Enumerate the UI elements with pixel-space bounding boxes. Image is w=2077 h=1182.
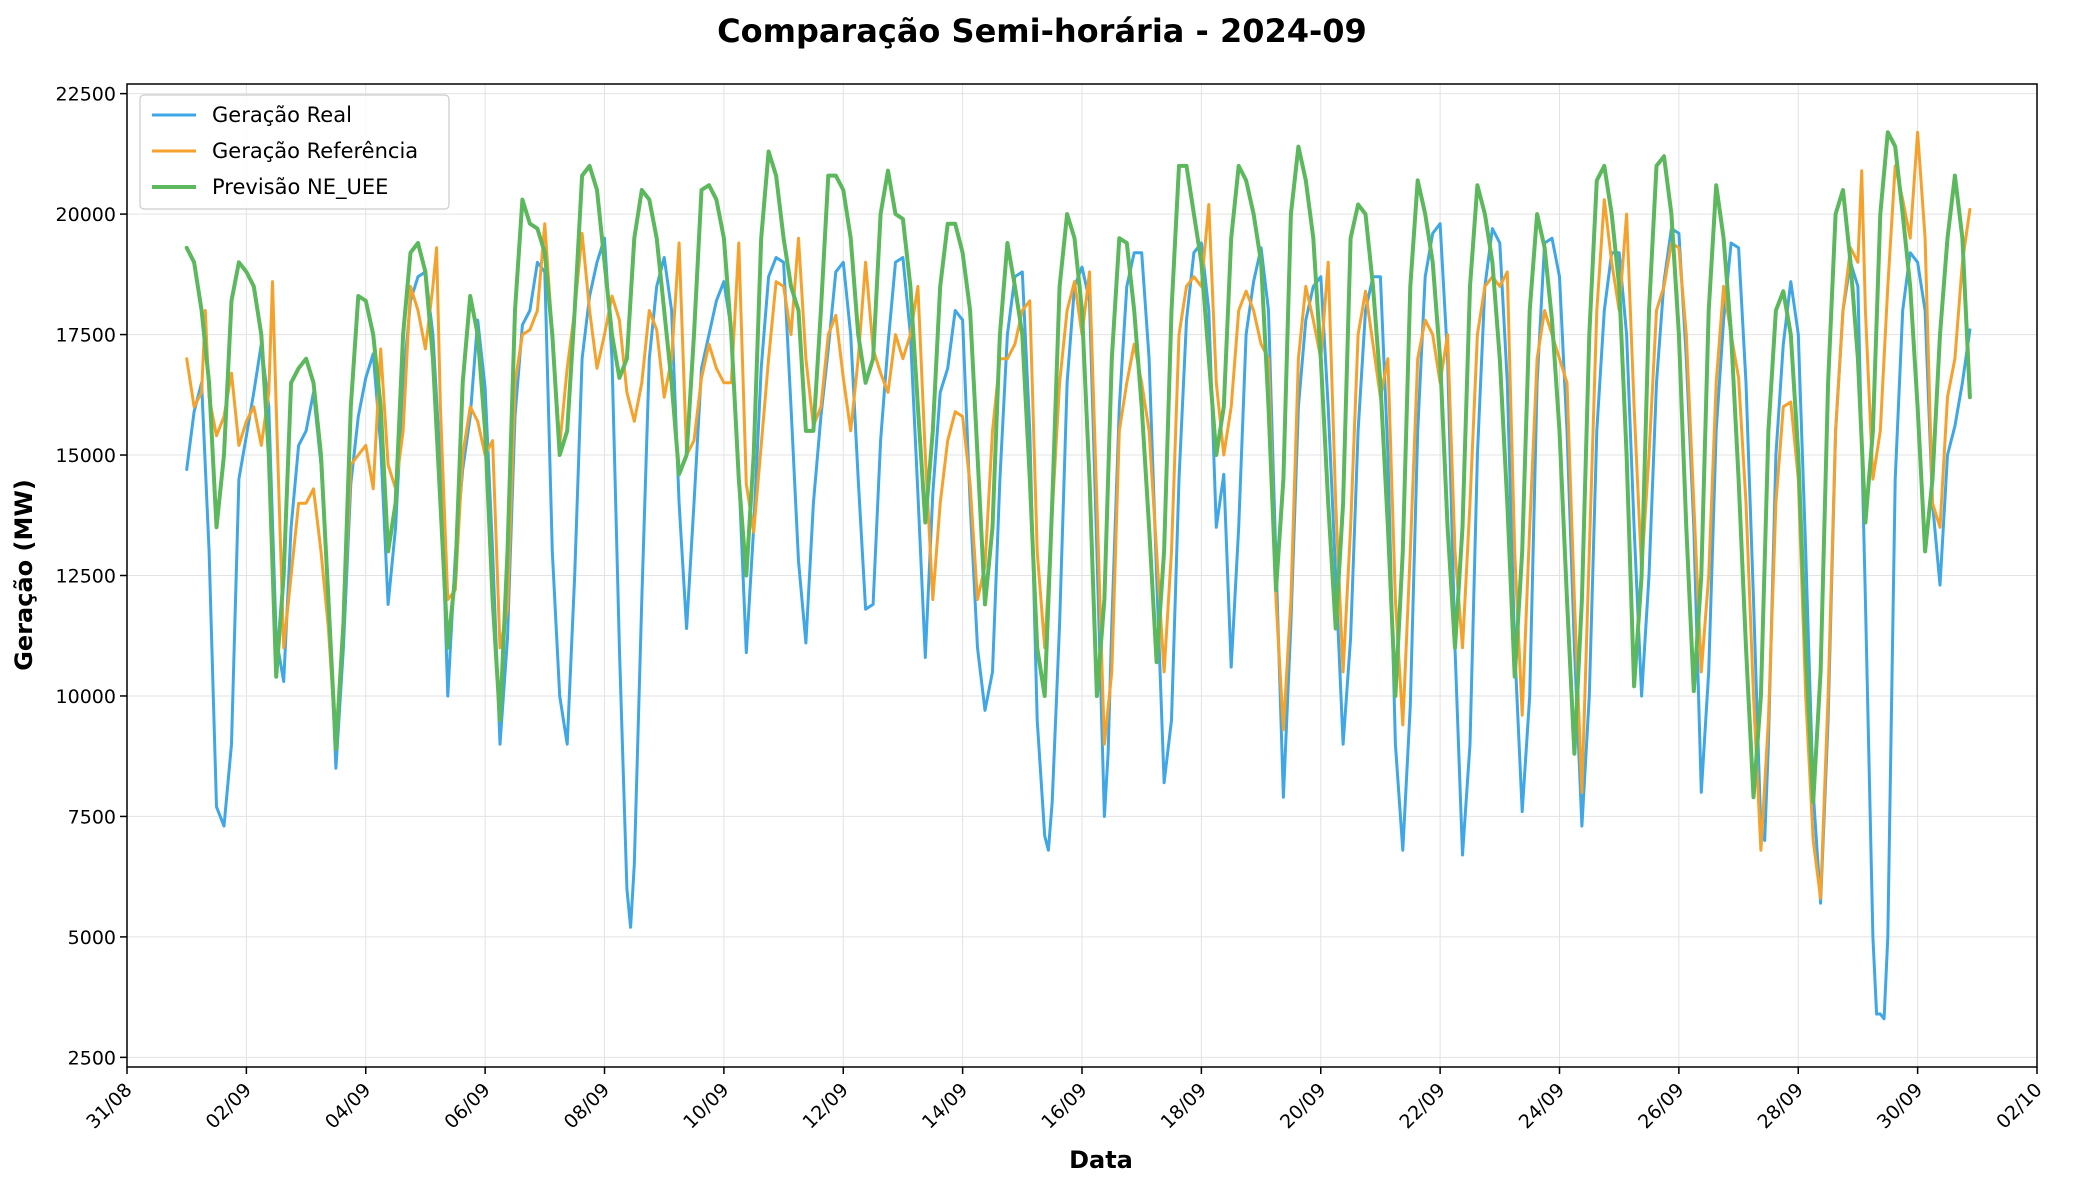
y-tick-label: 15000 — [56, 445, 116, 467]
legend-box — [139, 94, 450, 210]
y-tick-label: 2500 — [68, 1047, 116, 1069]
x-axis-label: Data — [1069, 1146, 1133, 1174]
legend-label: Geração Referência — [212, 139, 418, 163]
y-tick-label: 17500 — [56, 325, 116, 347]
chart-title: Comparação Semi-horária - 2024-09 — [717, 12, 1367, 50]
y-tick-label: 10000 — [56, 686, 116, 708]
y-tick-label: 5000 — [68, 927, 116, 949]
y-tick-label: 20000 — [56, 204, 116, 226]
y-axis-ticks: 2500 5000 7500 10000 12500 15000 17500 20000 225… — [56, 84, 127, 1069]
legend: Geração Real Geração Referência Previsão N… — [139, 94, 450, 210]
y-tick-label: 7500 — [68, 806, 116, 828]
y-tick-label: 12500 — [56, 566, 116, 588]
series-lines — [184, 130, 1972, 1021]
series-line-3 — [184, 130, 1972, 804]
y-tick-label: 22500 — [56, 84, 116, 106]
grid — [126, 84, 2038, 1067]
y-axis-label: Geração (MW) — [10, 479, 38, 671]
legend-label: Previsão NE_UEE — [212, 175, 388, 200]
legend-label: Geração Real — [212, 103, 352, 127]
